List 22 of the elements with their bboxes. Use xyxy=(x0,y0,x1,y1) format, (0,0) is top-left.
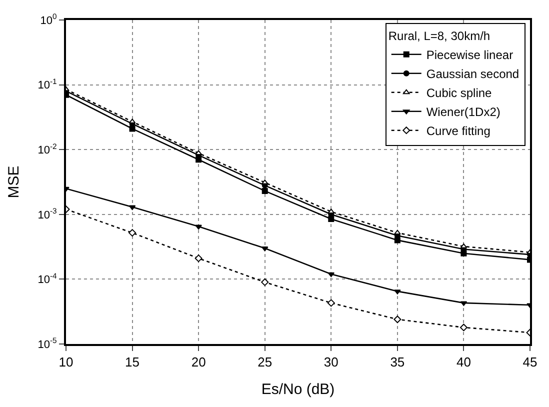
legend-title: Rural, L=8, 30km/h xyxy=(388,28,490,43)
y-tick-label: 10$^{-3}$ xyxy=(38,206,57,222)
legend-label: Cubic spline xyxy=(426,86,492,100)
y-tick-label: 10$^{0}$ xyxy=(40,12,57,27)
x-tick-label: 10 xyxy=(58,354,74,370)
y-tick-label: 10$^{-5}$ xyxy=(38,336,57,351)
x-tick-label: 45 xyxy=(522,354,538,370)
x-tick-label: 25 xyxy=(258,354,272,370)
y-axis-title: MSE xyxy=(5,166,22,198)
x-axis-title: Es/No (dB) xyxy=(261,381,335,398)
x-tick-label: 20 xyxy=(191,354,206,370)
y-tick-label: 10$^{-4}$ xyxy=(38,271,58,286)
legend-label: Wiener(1Dx2) xyxy=(426,105,500,120)
y-tick-label: 10$^{-1}$ xyxy=(38,77,57,92)
legend-label: Piecewise linear xyxy=(426,48,514,62)
x-tick-label: 30 xyxy=(324,354,338,370)
legend-label: Gaussian second xyxy=(426,67,520,82)
x-tick-label: 15 xyxy=(125,354,140,370)
x-tick-label: 35 xyxy=(390,354,405,370)
x-tick-label: 40 xyxy=(456,354,471,370)
y-tick-label: 10$^{-2}$ xyxy=(38,142,57,156)
legend-label: Curve fitting xyxy=(426,124,490,138)
